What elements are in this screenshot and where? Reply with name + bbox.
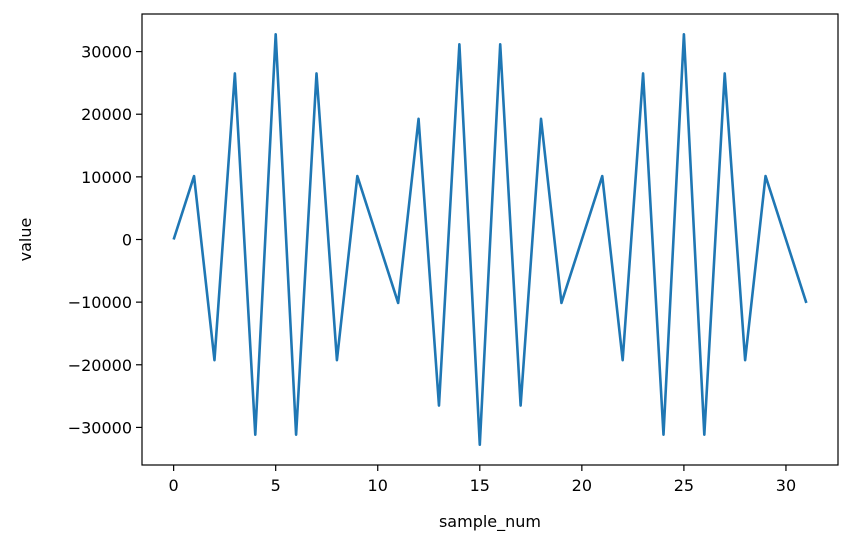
y-tick-label: −10000 bbox=[68, 293, 132, 312]
y-tick-label: 20000 bbox=[81, 105, 132, 124]
y-axis-title: value bbox=[16, 218, 35, 262]
x-tick-label: 20 bbox=[572, 476, 592, 495]
y-tick-label: 10000 bbox=[81, 168, 132, 187]
x-axis-title: sample_num bbox=[439, 512, 541, 532]
x-tick-label: 30 bbox=[776, 476, 796, 495]
series-line-0 bbox=[172, 32, 808, 447]
x-tick-label: 5 bbox=[271, 476, 281, 495]
y-tick-label: 30000 bbox=[81, 43, 132, 62]
y-tick-label: −20000 bbox=[68, 356, 132, 375]
y-tick-label: −30000 bbox=[68, 418, 132, 437]
x-tick-label: 10 bbox=[368, 476, 388, 495]
x-tick-label: 25 bbox=[674, 476, 694, 495]
x-tick-label: 15 bbox=[470, 476, 490, 495]
y-tick-label: 0 bbox=[122, 231, 132, 250]
x-axis-ticks: 0 5 10 15 20 25 30 bbox=[169, 465, 796, 495]
x-tick-label: 0 bbox=[169, 476, 179, 495]
y-axis-ticks: −30000 −20000 −10000 0 10000 20000 30000 bbox=[68, 43, 142, 437]
data-layer bbox=[172, 32, 808, 447]
